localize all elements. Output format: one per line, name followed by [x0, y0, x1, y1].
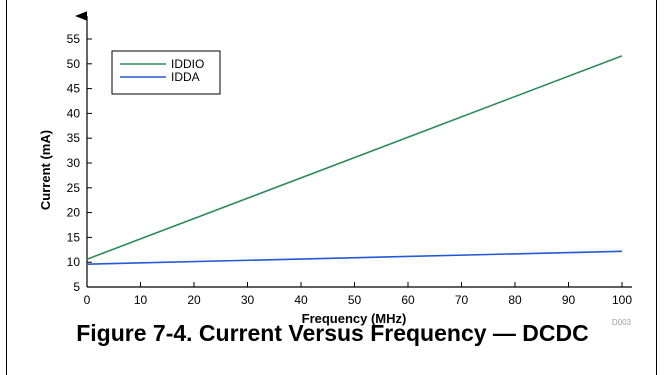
y-tick-label: 5	[73, 280, 80, 294]
y-tick-label: 25	[67, 181, 81, 195]
y-tick-label: 35	[67, 131, 81, 145]
y-tick-label: 40	[67, 106, 81, 120]
x-tick-label: 30	[241, 293, 255, 307]
x-tick-label: 40	[294, 293, 308, 307]
y-tick-label: 45	[67, 82, 81, 96]
figure-frame	[6, 0, 657, 375]
x-tick-label: 0	[84, 293, 91, 307]
x-tick-label: 10	[134, 293, 148, 307]
figure-caption: Figure 7-4. Current Versus Frequency — D…	[76, 320, 589, 346]
figure-code: D003	[612, 318, 632, 327]
x-tick-label: 20	[187, 293, 201, 307]
y-tick-label: 50	[67, 57, 81, 71]
y-tick-label: 20	[67, 206, 81, 220]
y-ticks: 5 10 15 20 25 30 35 40 45 50 55	[67, 32, 92, 294]
x-tick-label: 80	[508, 293, 522, 307]
x-tick-label: 50	[348, 293, 362, 307]
y-axis-title: Current (mA)	[38, 130, 53, 210]
x-tick-label: 70	[455, 293, 469, 307]
legend: IDDIO IDDA	[111, 50, 221, 95]
x-tick-label: 60	[401, 293, 415, 307]
y-tick-label: 15	[67, 230, 81, 244]
y-tick-label: 30	[67, 156, 81, 170]
legend-box	[111, 50, 221, 95]
x-ticks: 0 10 20 30 40 50 60 70 80 90 100	[84, 282, 632, 307]
y-tick-label: 10	[67, 255, 81, 269]
series-line-idda	[86, 250, 623, 265]
series-line-iddio	[86, 55, 623, 260]
legend-label-iddio: IDDIO	[171, 57, 204, 71]
series-lines	[86, 55, 623, 265]
x-axis-title: Frequency (MHz)	[302, 311, 407, 326]
x-tick-label: 90	[562, 293, 576, 307]
legend-label-idda: IDDA	[171, 70, 200, 84]
y-tick-label: 55	[67, 32, 81, 46]
x-tick-label: 100	[612, 293, 632, 307]
